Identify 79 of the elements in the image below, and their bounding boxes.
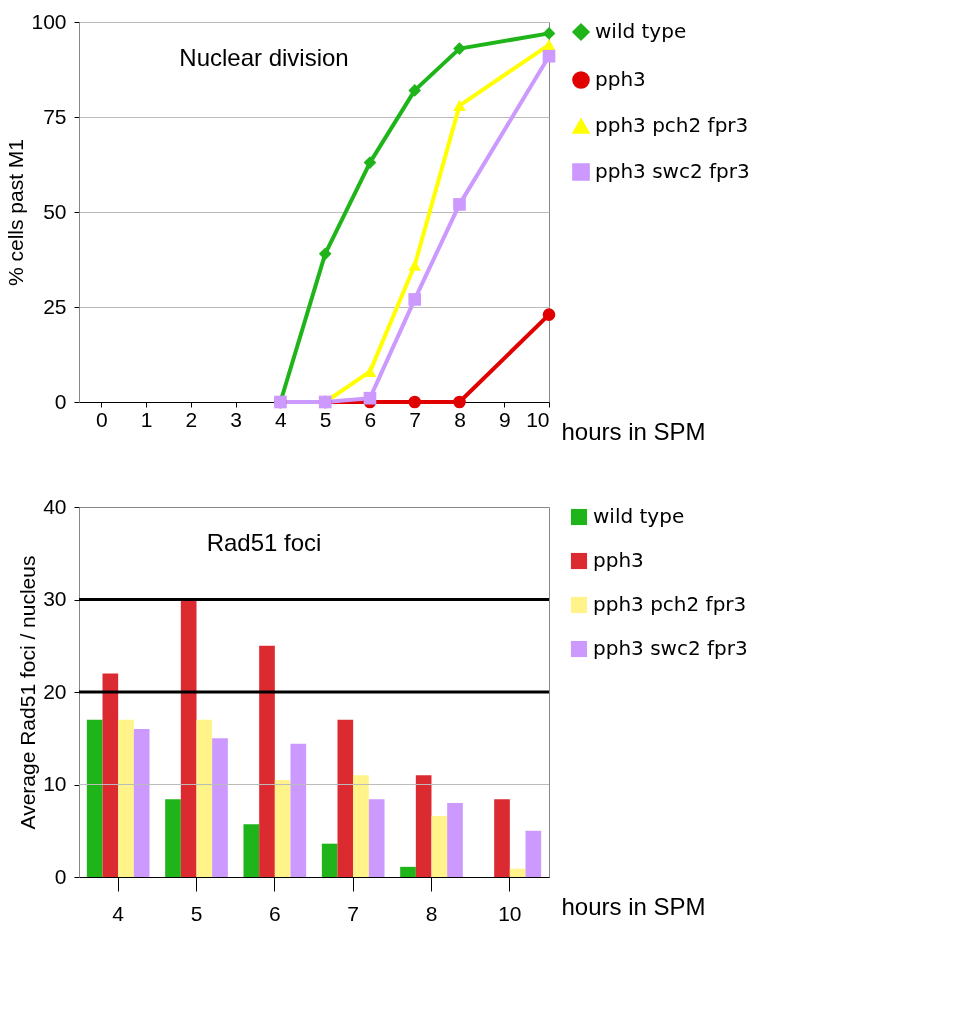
- x-tick-label: 5: [319, 407, 332, 431]
- point: [408, 84, 422, 97]
- point: [363, 156, 377, 169]
- point: [453, 42, 466, 55]
- x-tick-label: 6: [364, 407, 377, 431]
- bar: [133, 729, 150, 877]
- x-axis-title: hours in SPM: [561, 417, 706, 445]
- x-axis-title: hours in SPM: [561, 892, 706, 920]
- x-tick-label: 8: [454, 407, 466, 431]
- bar: [353, 775, 369, 877]
- x-tick-label: 7: [409, 407, 422, 431]
- point: [408, 293, 422, 306]
- bar: [259, 645, 275, 877]
- x-tick-label: 10: [498, 901, 522, 925]
- bar: [243, 824, 260, 877]
- bar: [368, 799, 385, 877]
- y-tick-label: 25: [43, 294, 67, 318]
- y-axis-title: % cells past M1: [4, 138, 28, 287]
- bar: [118, 719, 134, 877]
- point: [453, 100, 466, 112]
- y-tick-label: 100: [31, 9, 67, 33]
- bar: [102, 673, 119, 877]
- bar: [212, 738, 228, 877]
- legend-label: pph3 swc2 fpr3: [595, 159, 750, 183]
- point: [363, 366, 377, 378]
- x-tick-label: 9: [498, 407, 511, 431]
- y-tick-label: 75: [43, 104, 67, 128]
- x-tick-label: 5: [190, 901, 203, 925]
- x-tick-label: 4: [275, 407, 288, 431]
- legend-label: wild type: [593, 504, 685, 528]
- x-tick-label: 4: [112, 901, 125, 925]
- point: [542, 27, 556, 40]
- bar: [290, 743, 307, 877]
- y-tick-label: 0: [54, 389, 67, 413]
- legend-label: pph3: [593, 548, 644, 572]
- y-tick-label: 30: [43, 587, 67, 610]
- point: [318, 247, 332, 261]
- text: Nuclear division: [179, 44, 349, 71]
- point: [408, 395, 422, 409]
- bar: [337, 719, 354, 877]
- x-tick-label: 0: [96, 407, 108, 431]
- x-tick-label: 2: [185, 407, 198, 431]
- bar: [415, 775, 432, 877]
- x-tick-label: 10: [526, 407, 550, 431]
- point: [408, 259, 422, 271]
- bar: [321, 843, 338, 877]
- bar: [86, 719, 103, 877]
- bar: [180, 599, 197, 877]
- x-tick-label: 1: [140, 407, 153, 431]
- bar: [494, 799, 510, 877]
- point: [542, 49, 556, 63]
- x-tick-label: 8: [425, 901, 438, 925]
- bar: [431, 815, 448, 877]
- legend-label: pph3: [595, 67, 646, 91]
- point: [453, 198, 466, 211]
- legend-label: pph3 pch2 fpr3: [595, 113, 749, 137]
- y-tick-label: 0: [54, 864, 67, 888]
- legend-label: wild type: [595, 19, 687, 43]
- x-tick-label: 7: [347, 901, 360, 925]
- y-tick-label: 10: [43, 772, 67, 795]
- legend-label: pph3 swc2 fpr3: [593, 636, 748, 660]
- y-tick-label: 20: [43, 679, 67, 703]
- point: [363, 391, 377, 405]
- bar: [400, 866, 416, 877]
- text: Rad51 foci: [206, 529, 322, 556]
- bar: [525, 830, 542, 877]
- legend-label: pph3 pch2 fpr3: [593, 592, 747, 616]
- y-tick-label: 40: [43, 494, 67, 518]
- bar: [274, 779, 291, 877]
- x-tick-label: 6: [268, 901, 281, 925]
- point: [453, 395, 466, 409]
- point: [542, 308, 556, 321]
- bar: [196, 719, 213, 877]
- bar: [509, 868, 526, 877]
- y-axis-title: Average Rad51 foci / nucleus: [16, 555, 40, 830]
- bar: [447, 803, 463, 877]
- x-tick-label: 3: [230, 407, 243, 431]
- y-tick-label: 50: [43, 199, 67, 223]
- bar: [165, 799, 181, 877]
